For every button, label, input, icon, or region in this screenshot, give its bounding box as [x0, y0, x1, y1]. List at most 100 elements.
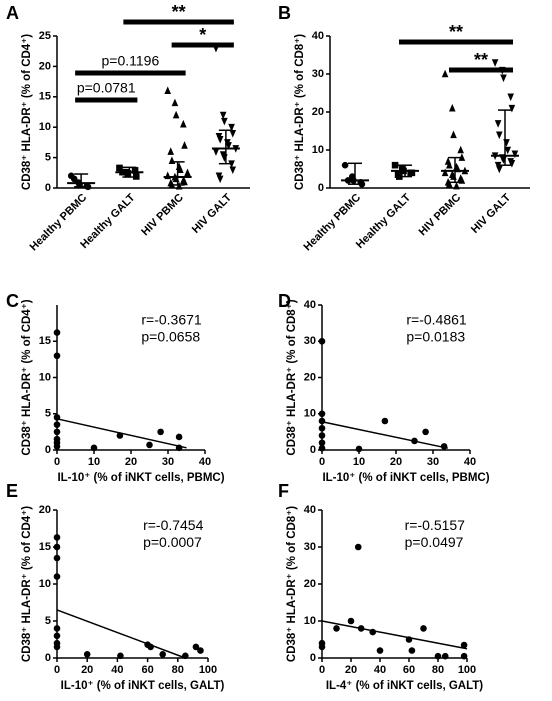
- y-tick-label: 10: [39, 578, 51, 590]
- x-tick-label: 40: [199, 456, 211, 468]
- point: [381, 417, 389, 425]
- y-tick-label: 30: [304, 335, 316, 347]
- point: [318, 410, 326, 418]
- point: [460, 641, 468, 649]
- point: [500, 74, 507, 83]
- point: [177, 165, 184, 174]
- significance-label: *: [199, 25, 206, 45]
- point: [491, 59, 499, 67]
- point: [172, 110, 180, 119]
- x-tick-label: HIV PBMC: [139, 192, 186, 239]
- point: [318, 444, 326, 452]
- y-tick-label: 0: [45, 444, 51, 456]
- x-tick-label: 40: [374, 664, 386, 676]
- y-tick-label: 20: [39, 60, 51, 72]
- y-tick-label: 30: [312, 68, 324, 80]
- x-tick-label: 100: [458, 664, 476, 676]
- y-tick-label: 20: [312, 106, 324, 118]
- y-tick-label: 10: [39, 371, 51, 383]
- point: [347, 617, 355, 625]
- stat-label: p=0.0497: [405, 534, 464, 550]
- point: [408, 169, 416, 177]
- y-axis-title: CD38⁺ HLA-DR⁺ (% of CD8⁺): [286, 506, 298, 662]
- x-tick-label: 0: [54, 456, 60, 468]
- point: [70, 175, 78, 183]
- point: [229, 129, 237, 138]
- point: [318, 639, 326, 647]
- point: [434, 652, 442, 660]
- x-tick-label: 20: [390, 456, 402, 468]
- point: [441, 168, 449, 177]
- y-tick-label: 25: [39, 30, 51, 42]
- point: [229, 166, 237, 175]
- point: [318, 417, 326, 425]
- point: [453, 181, 460, 190]
- y-tick-label: 40: [304, 299, 316, 311]
- point: [53, 443, 61, 450]
- point: [221, 117, 228, 126]
- x-tick-label: 0: [319, 456, 325, 468]
- point: [496, 131, 503, 140]
- point: [146, 441, 153, 449]
- x-tick-label: 40: [464, 456, 476, 468]
- y-tick-label: 20: [304, 578, 316, 590]
- x-tick-label: 20: [125, 456, 137, 468]
- x-tick-label: 40: [111, 664, 123, 676]
- point: [53, 421, 61, 428]
- fit-line: [321, 420, 448, 449]
- point: [446, 160, 453, 169]
- point: [450, 130, 457, 139]
- panel-letter: B: [278, 3, 291, 23]
- point: [441, 652, 449, 660]
- point: [354, 543, 362, 551]
- x-tick-label: 0: [54, 664, 60, 676]
- x-axis-title: IL-10⁺ (% of iNKT cells, PBMC): [322, 472, 489, 484]
- x-tick-label: 20: [81, 664, 93, 676]
- point: [420, 625, 427, 632]
- point: [318, 337, 326, 345]
- y-tick-label: 5: [45, 615, 51, 627]
- point: [460, 652, 468, 660]
- point: [504, 146, 511, 155]
- point: [181, 177, 188, 186]
- x-tick-label: 10: [88, 456, 100, 468]
- fit-line: [321, 620, 468, 650]
- panel-letter: C: [6, 291, 19, 311]
- stat-label: p=0.0658: [141, 329, 200, 345]
- x-tick-label: 20: [345, 664, 357, 676]
- point: [225, 142, 232, 150]
- point: [53, 543, 61, 551]
- point: [124, 170, 132, 177]
- significance-label: p=0.0781: [77, 80, 136, 96]
- y-tick-label: 10: [304, 615, 316, 627]
- point: [180, 119, 187, 128]
- x-tick-label: HIV GALT: [469, 191, 513, 235]
- y-tick-label: 5: [45, 408, 51, 420]
- x-tick-label: 80: [432, 664, 444, 676]
- point: [318, 439, 326, 447]
- point: [216, 136, 224, 144]
- point: [182, 652, 189, 660]
- point: [157, 428, 164, 436]
- point: [216, 175, 224, 184]
- point: [333, 625, 340, 632]
- y-tick-label: 0: [318, 182, 324, 194]
- point: [441, 69, 449, 78]
- y-tick-label: 40: [312, 30, 324, 42]
- point: [53, 554, 61, 562]
- point: [90, 444, 98, 452]
- fit-line: [56, 418, 187, 449]
- stat-label: r=-0.7454: [143, 517, 204, 533]
- point: [221, 154, 228, 162]
- x-tick-label: 80: [172, 664, 184, 676]
- point: [53, 329, 61, 336]
- point: [494, 120, 502, 128]
- y-axis-title: CD38⁺ HLA-DR⁺ (% of CD4⁺): [21, 506, 33, 662]
- point: [117, 652, 124, 660]
- y-axis-title: CD38⁺ HLA-DR⁺ (% of CD4⁺): [21, 34, 33, 190]
- y-axis-title: CD38⁺ HLA-DR⁺ (% of CD4⁺): [21, 299, 33, 455]
- point: [164, 86, 172, 95]
- significance-label: **: [172, 2, 186, 22]
- significance-label: **: [474, 50, 488, 70]
